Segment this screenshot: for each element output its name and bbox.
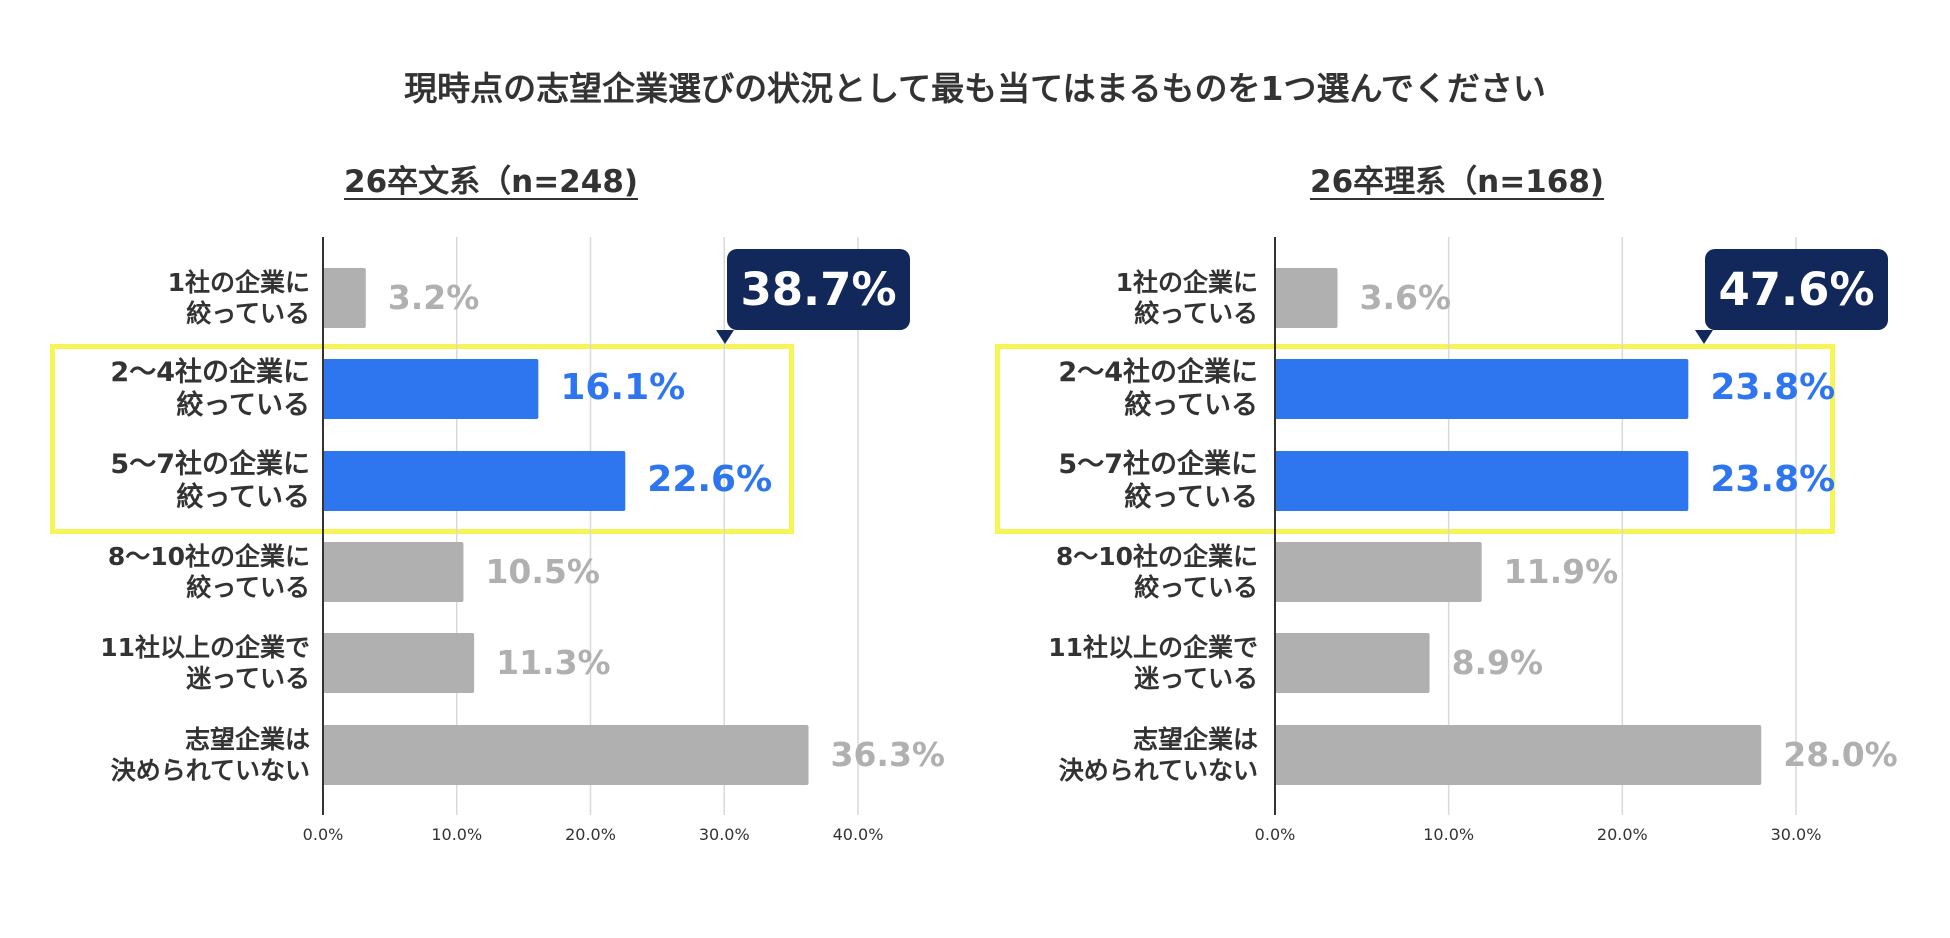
chart-main-title: 現時点の志望企業選びの状況として最も当てはまるものを1つ選んでください [404,69,1546,108]
bar-2-4sha [323,359,539,419]
x-tick-label: 40.0% [832,825,884,844]
chart-panel-rikei: 26卒理系（n=168) 47.6% 3.6% 1社の企業に 絞っている 23.8% 2… [975,0,1950,938]
bar-11sha-ijo [323,633,475,693]
bar-plot-bunkei [322,237,859,815]
bar-mikettei [1275,725,1762,785]
bar-1sha [323,268,366,328]
category-label-8-10sha: 8～10社の企業に 絞っている [107,542,310,602]
x-tick-label: 30.0% [698,825,750,844]
bar-11sha-ijo [1275,633,1430,693]
value-label-5-7sha: 22.6% [647,458,773,500]
panel-title-rikei: 26卒理系（n=168) [1310,164,1605,200]
x-tick-label: 30.0% [1770,825,1822,844]
panel-title-bunkei: 26卒文系（n=248) [344,164,639,200]
bar-8-10sha [1275,542,1482,602]
category-label-1sha: 1社の企業に 絞っている [1115,268,1258,328]
value-label-8-10sha: 10.5% [485,551,600,591]
value-label-2-4sha: 16.1% [560,366,686,408]
value-label-mikettei: 28.0% [1783,734,1898,774]
value-label-8-10sha: 11.9% [1503,551,1619,591]
category-label-8-10sha: 8～10社の企業に 絞っている [1055,542,1258,602]
value-label-2-4sha: 23.8% [1710,366,1836,408]
category-label-mikettei: 志望企業は 決められていない [1058,725,1258,785]
value-label-1sha: 3.2% [387,277,480,317]
highlight-box [50,344,794,534]
chart-panel-bunkei: 26卒文系（n=248) 38.7% 3.2% 1社の企業に 絞っている 16.1% 2… [50,164,946,844]
category-label-11sha-ijo: 11社以上の企業で 迷っている [100,633,310,693]
bar-2-4sha [1275,359,1689,419]
bar-plot-rikei [1274,237,1797,815]
category-label-5-7sha: 5～7社の企業に 絞っている [110,449,310,513]
callout-tail [716,330,734,344]
category-label-1sha: 1社の企業に 絞っている [167,268,310,328]
bar-mikettei [323,725,809,785]
value-label-5-7sha: 23.8% [1710,458,1836,500]
category-label-mikettei: 志望企業は 決められていない [110,725,310,785]
callout-total-bunkei: 38.7% [727,249,910,330]
bar-1sha [1275,268,1338,328]
highlight-box [995,344,1835,534]
x-tick-label: 20.0% [565,825,616,844]
bar-5-7sha [323,451,626,511]
bar-8-10sha [323,542,464,602]
x-tick-label: 10.0% [431,825,483,844]
category-label-2-4sha: 2～4社の企業に 絞っている [110,357,310,421]
callout-total-rikei: 47.6% [1705,249,1888,330]
value-label-1sha: 3.6% [1359,277,1452,317]
category-label-2-4sha: 2～4社の企業に 絞っている [1058,357,1258,421]
x-tick-label: 10.0% [1423,825,1475,844]
value-label-11sha-ijo: 8.9% [1451,642,1544,682]
x-tick-label: 0.0% [1254,825,1296,844]
category-label-11sha-ijo: 11社以上の企業で 迷っている [1048,633,1258,693]
x-tick-label: 20.0% [1596,825,1648,844]
bar-5-7sha [1275,451,1689,511]
value-label-11sha-ijo: 11.3% [496,642,611,682]
x-tick-label: 0.0% [302,825,344,844]
callout-tail [1695,330,1713,344]
category-label-5-7sha: 5～7社の企業に 絞っている [1058,449,1258,513]
value-label-mikettei: 36.3% [830,734,946,774]
